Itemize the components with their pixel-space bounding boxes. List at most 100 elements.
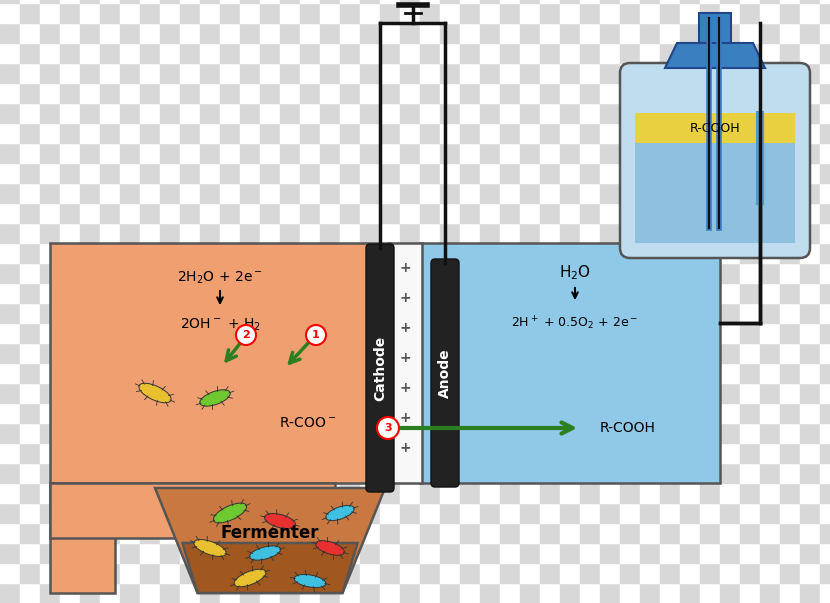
Bar bbox=[420, 0, 440, 3]
Ellipse shape bbox=[139, 384, 171, 403]
Bar bbox=[580, 143, 600, 163]
Bar bbox=[420, 203, 440, 223]
Bar bbox=[320, 583, 340, 603]
Bar bbox=[300, 143, 320, 163]
Bar bbox=[760, 403, 780, 423]
Bar bbox=[320, 523, 340, 543]
Bar bbox=[200, 303, 220, 323]
Bar bbox=[680, 0, 700, 3]
Bar bbox=[380, 403, 400, 423]
Bar bbox=[700, 263, 720, 283]
Bar bbox=[540, 243, 560, 263]
Bar bbox=[300, 403, 320, 423]
Bar bbox=[200, 343, 220, 363]
Bar bbox=[180, 343, 200, 363]
Bar bbox=[80, 543, 100, 563]
Bar bbox=[780, 263, 800, 283]
Bar bbox=[240, 403, 260, 423]
Bar bbox=[600, 203, 620, 223]
Bar bbox=[740, 543, 760, 563]
Bar bbox=[780, 3, 800, 23]
Bar bbox=[40, 3, 60, 23]
Bar bbox=[500, 303, 520, 323]
Bar bbox=[0, 423, 20, 443]
Bar bbox=[0, 483, 20, 503]
Bar bbox=[40, 243, 60, 263]
Bar bbox=[500, 203, 520, 223]
Bar bbox=[180, 323, 200, 343]
Bar bbox=[640, 563, 660, 583]
Bar bbox=[820, 443, 830, 463]
Bar bbox=[680, 403, 700, 423]
Bar bbox=[740, 323, 760, 343]
Bar bbox=[400, 23, 420, 43]
Bar bbox=[20, 143, 40, 163]
Bar bbox=[780, 323, 800, 343]
Bar bbox=[540, 223, 560, 243]
Bar bbox=[820, 43, 830, 63]
Bar bbox=[720, 523, 740, 543]
Bar bbox=[120, 63, 140, 83]
Bar bbox=[780, 303, 800, 323]
Bar bbox=[120, 483, 140, 503]
Bar bbox=[200, 223, 220, 243]
Bar bbox=[0, 403, 20, 423]
Bar bbox=[380, 483, 400, 503]
Bar bbox=[699, 13, 731, 43]
Bar bbox=[600, 283, 620, 303]
Bar bbox=[120, 163, 140, 183]
Bar bbox=[500, 103, 520, 123]
Bar bbox=[460, 423, 480, 443]
Bar bbox=[120, 203, 140, 223]
Bar bbox=[360, 203, 380, 223]
Bar bbox=[140, 343, 160, 363]
Bar bbox=[780, 563, 800, 583]
Bar bbox=[400, 3, 420, 23]
Bar bbox=[320, 3, 340, 23]
Bar bbox=[300, 83, 320, 103]
Bar bbox=[280, 483, 300, 503]
Bar bbox=[540, 503, 560, 523]
Bar bbox=[600, 543, 620, 563]
Bar bbox=[500, 523, 520, 543]
Bar bbox=[160, 63, 180, 83]
Bar bbox=[240, 83, 260, 103]
Bar bbox=[740, 143, 760, 163]
Bar bbox=[400, 503, 420, 523]
Bar bbox=[180, 203, 200, 223]
Bar bbox=[20, 263, 40, 283]
Bar bbox=[720, 203, 740, 223]
Bar bbox=[80, 563, 100, 583]
Bar bbox=[220, 323, 240, 343]
Bar bbox=[320, 0, 340, 3]
Bar bbox=[60, 63, 80, 83]
Bar bbox=[20, 503, 40, 523]
Bar bbox=[680, 23, 700, 43]
Bar bbox=[460, 3, 480, 23]
Bar bbox=[400, 363, 420, 383]
Bar bbox=[220, 203, 240, 223]
Bar bbox=[820, 323, 830, 343]
Bar bbox=[420, 63, 440, 83]
Bar bbox=[320, 383, 340, 403]
Bar bbox=[640, 0, 660, 3]
Bar bbox=[800, 403, 820, 423]
Bar bbox=[380, 423, 400, 443]
Bar bbox=[780, 143, 800, 163]
Bar bbox=[20, 303, 40, 323]
Bar bbox=[740, 363, 760, 383]
Bar bbox=[780, 0, 800, 3]
Bar bbox=[420, 443, 440, 463]
Bar bbox=[360, 183, 380, 203]
Bar bbox=[600, 303, 620, 323]
Bar bbox=[560, 543, 580, 563]
Bar bbox=[660, 23, 680, 43]
Bar bbox=[120, 0, 140, 3]
Bar bbox=[560, 83, 580, 103]
Bar bbox=[200, 543, 220, 563]
Text: +: + bbox=[399, 261, 411, 275]
Bar bbox=[160, 203, 180, 223]
Bar bbox=[0, 463, 20, 483]
Ellipse shape bbox=[200, 390, 230, 406]
Bar bbox=[240, 203, 260, 223]
